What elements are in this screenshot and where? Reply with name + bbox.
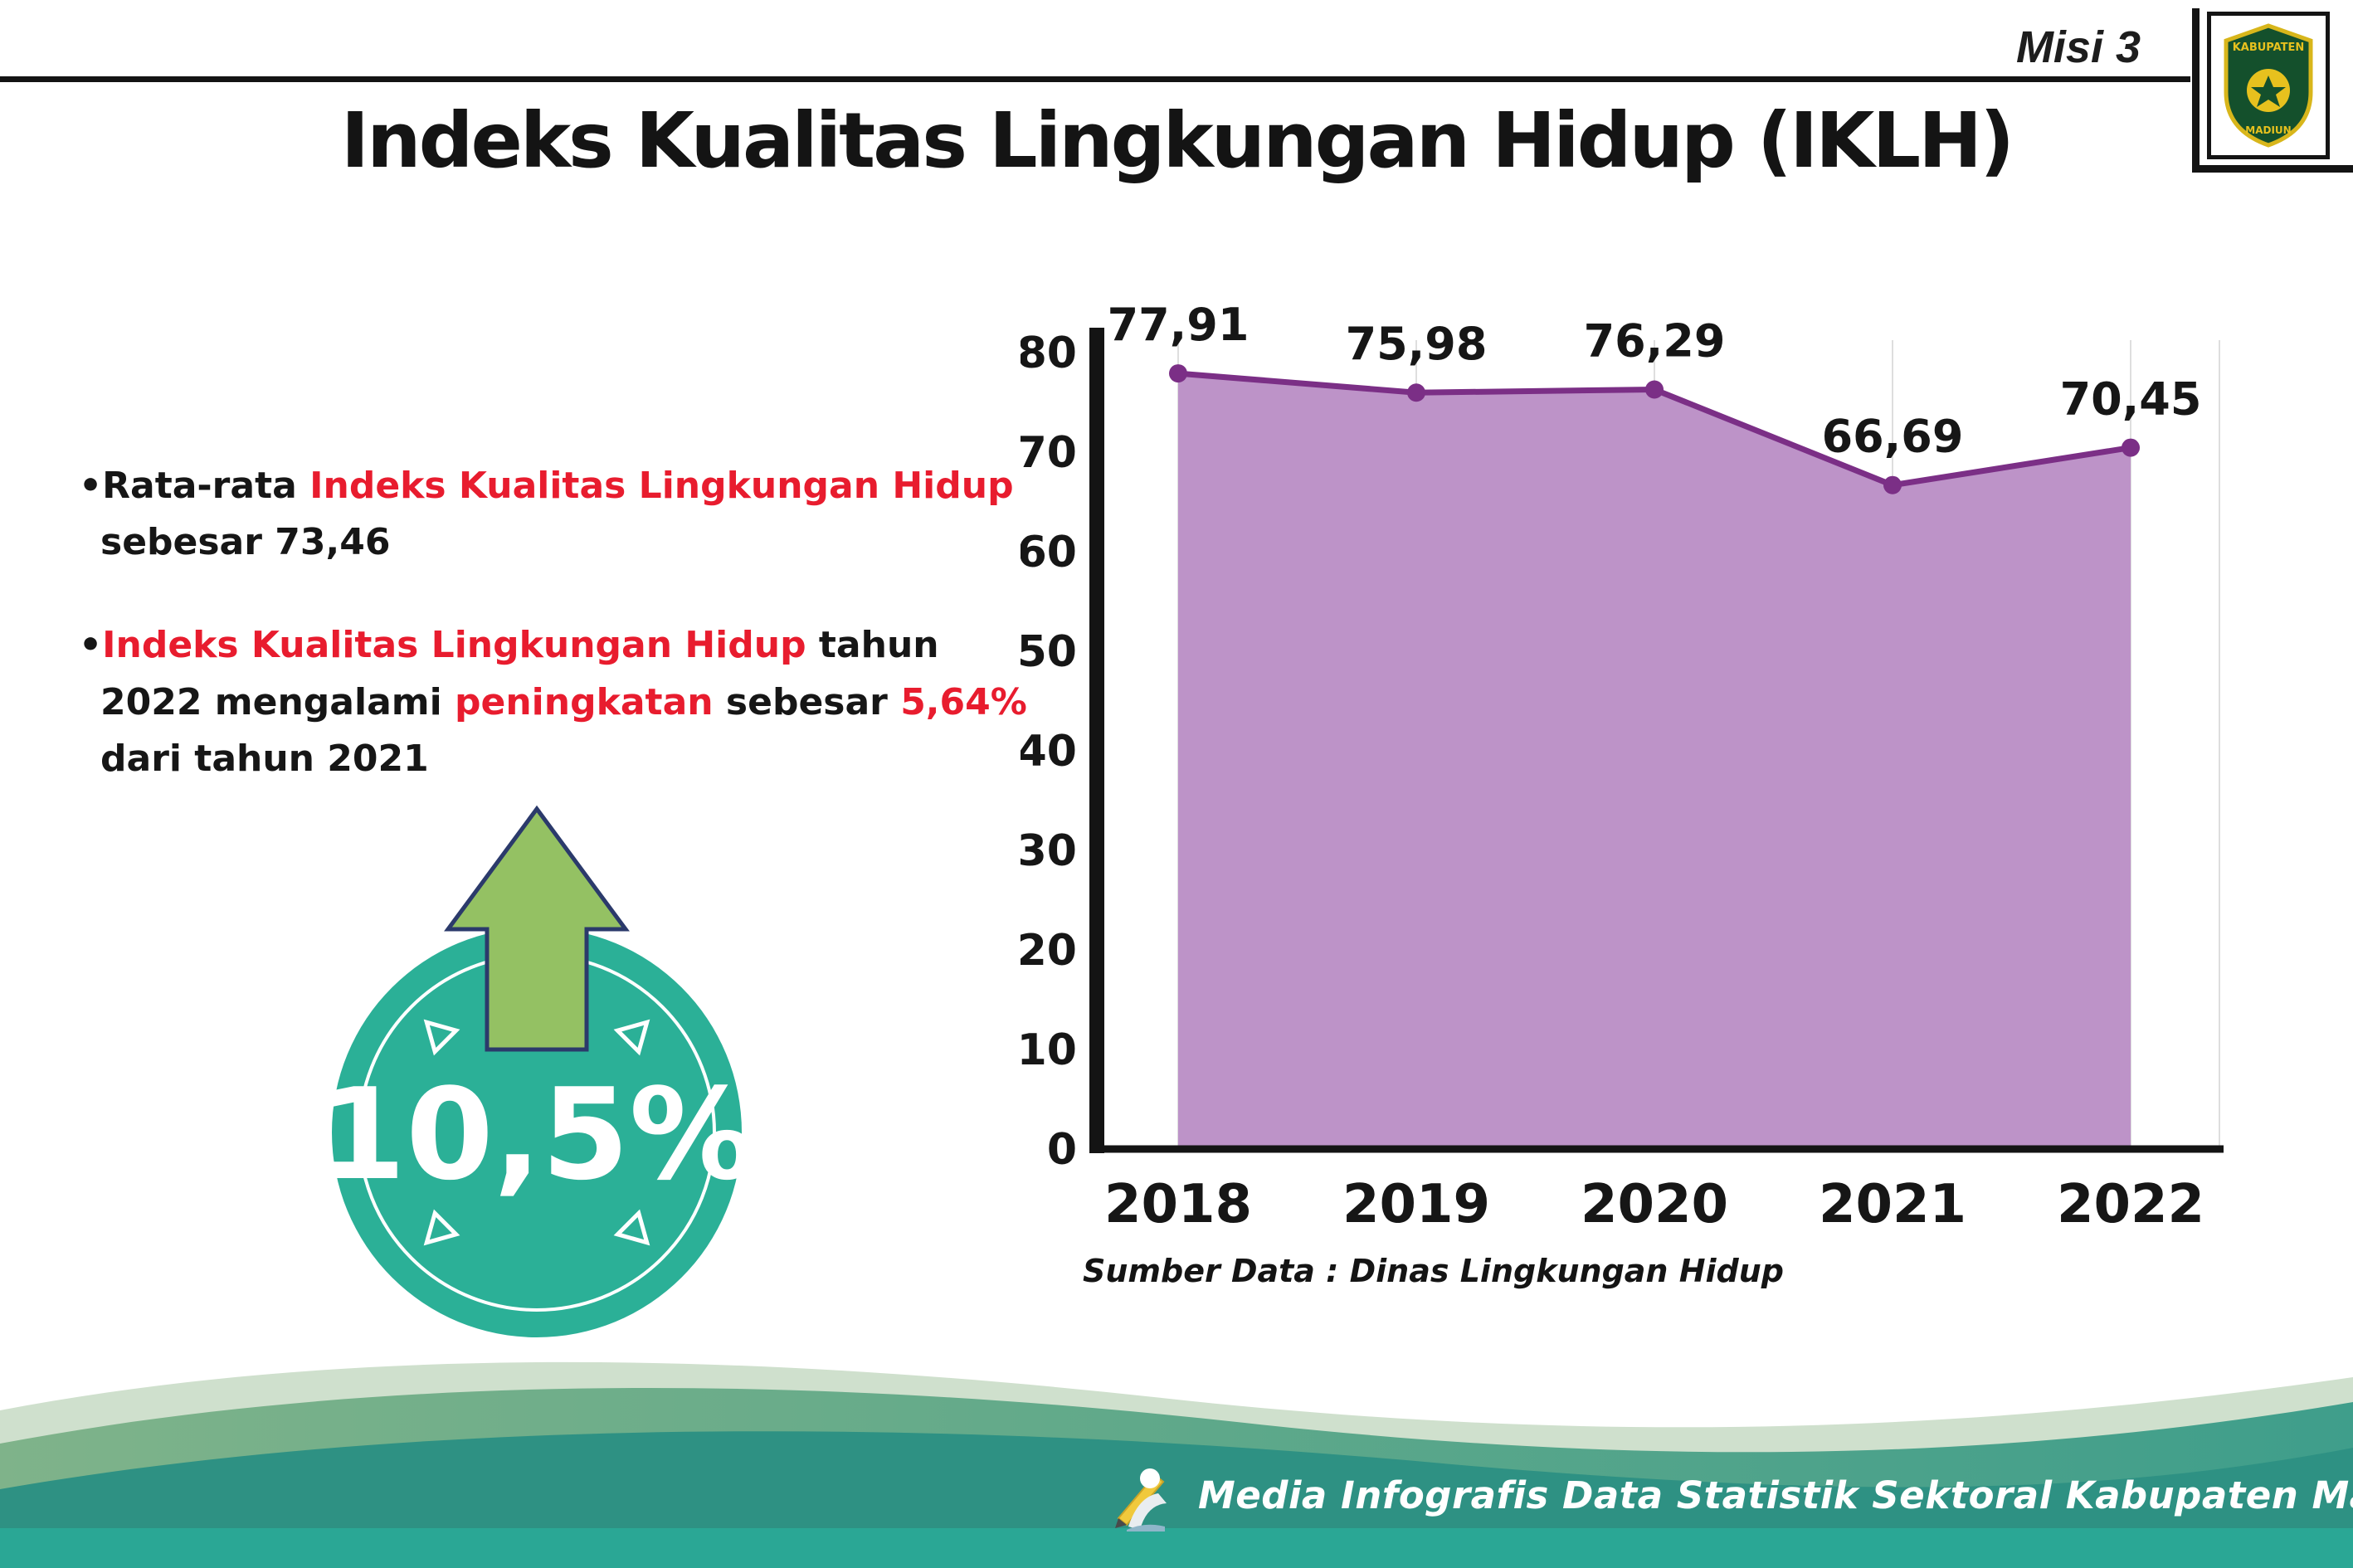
data-label: 76,29 (1584, 315, 1726, 368)
data-point (1883, 475, 1902, 494)
x-tick-label: 2019 (1342, 1174, 1490, 1235)
data-label: 75,98 (1346, 318, 1488, 370)
x-tick-label: 2021 (1819, 1174, 1966, 1235)
data-point (2122, 438, 2140, 457)
data-source: Sumber Data : Dinas Lingkungan Hidup (1083, 1253, 1784, 1289)
bullet-marker: • (79, 465, 103, 507)
shield-icon: KABUPATEN MADIUN (2224, 23, 2313, 148)
header-rule (0, 76, 2190, 82)
data-label: 70,45 (2060, 373, 2202, 426)
logo-top-text: KABUPATEN (2233, 41, 2305, 54)
bullet-increase: •Indeks Kualitas Lingkungan Hidup tahun … (79, 617, 1033, 787)
data-point (1407, 383, 1425, 402)
y-tick-label: 40 (1021, 727, 1077, 777)
y-tick-label: 70 (1021, 428, 1077, 478)
y-tick-label: 80 (1021, 329, 1077, 378)
data-label: 77,91 (1108, 299, 1250, 351)
y-tick-label: 20 (1021, 926, 1077, 976)
x-tick-label: 2018 (1104, 1174, 1252, 1235)
iklh-area-chart: 77,91 75,98 76,29 66,69 70,45 0 10 20 30 40 50 60 70… (1017, 295, 2265, 1282)
data-point (1645, 380, 1664, 399)
bullet-text-segment: sebesar (713, 680, 901, 723)
misi-label: Misi 3 (2015, 22, 2141, 72)
x-tick-label: 2020 (1581, 1174, 1728, 1235)
badge-circle (332, 928, 742, 1337)
data-label: 66,69 (1822, 411, 1964, 463)
bullet-text-highlight: Indeks Kualitas Lingkungan Hidup (309, 465, 1014, 507)
bullet-text-segment: Rata-rata (102, 465, 310, 507)
summary-bullets: •Rata-rata Indeks Kualitas Lingkungan Hi… (79, 458, 1033, 834)
footer-credit: Media Infografis Data Statistik Sektoral… (1103, 1454, 2353, 1536)
footer-waves (0, 1361, 2353, 1568)
increase-badge: 10,5% (317, 776, 757, 1356)
data-point (1169, 364, 1187, 383)
bullet-text-highlight: peningkatan (455, 680, 714, 723)
bullet-marker: • (79, 624, 103, 667)
kabupaten-madiun-logo: KABUPATEN MADIUN (2207, 12, 2330, 159)
up-arrow-icon (444, 805, 630, 1052)
footer-text: Media Infografis Data Statistik Sektoral… (1198, 1473, 2353, 1517)
badge-triangle-se (613, 1209, 650, 1246)
bullet-text-highlight: Indeks Kualitas Lingkungan Hidup (102, 624, 806, 667)
chart-canvas: 77,91 75,98 76,29 66,69 70,45 0 10 20 30 40 50 60 70… (1017, 299, 2224, 1235)
page-title: Indeks Kualitas Lingkungan Hidup (IKLH) (340, 96, 2014, 185)
logo-corner-bracket (2192, 8, 2353, 173)
writer-icon (1115, 1468, 1167, 1531)
bullet-average: •Rata-rata Indeks Kualitas Lingkungan Hi… (79, 458, 1033, 571)
badge-triangle-sw (423, 1209, 460, 1246)
y-tick-label: 60 (1021, 528, 1077, 577)
bullet-text-highlight: 5,64% (900, 680, 1027, 723)
badge-triangle-nw (423, 1019, 460, 1056)
x-tick-label: 2022 (2057, 1174, 2204, 1235)
y-tick-label: 10 (1021, 1025, 1077, 1075)
area-fill (1178, 373, 2131, 1149)
y-tick-label: 0 (1047, 1125, 1077, 1175)
badge-value: 10,5% (318, 1061, 755, 1208)
y-tick-label: 30 (1021, 826, 1077, 876)
y-tick-label: 50 (1021, 627, 1077, 677)
bullet-text-segment: tahun 2022 mengalami (100, 624, 939, 723)
badge-triangle-ne (613, 1019, 650, 1056)
logo-bottom-text: MADIUN (2245, 124, 2291, 136)
footer-band (0, 1528, 2353, 1568)
bullet-text-segment: dari tahun 2021 (100, 737, 429, 780)
bullet-text-segment: sebesar 73,46 (100, 521, 391, 564)
